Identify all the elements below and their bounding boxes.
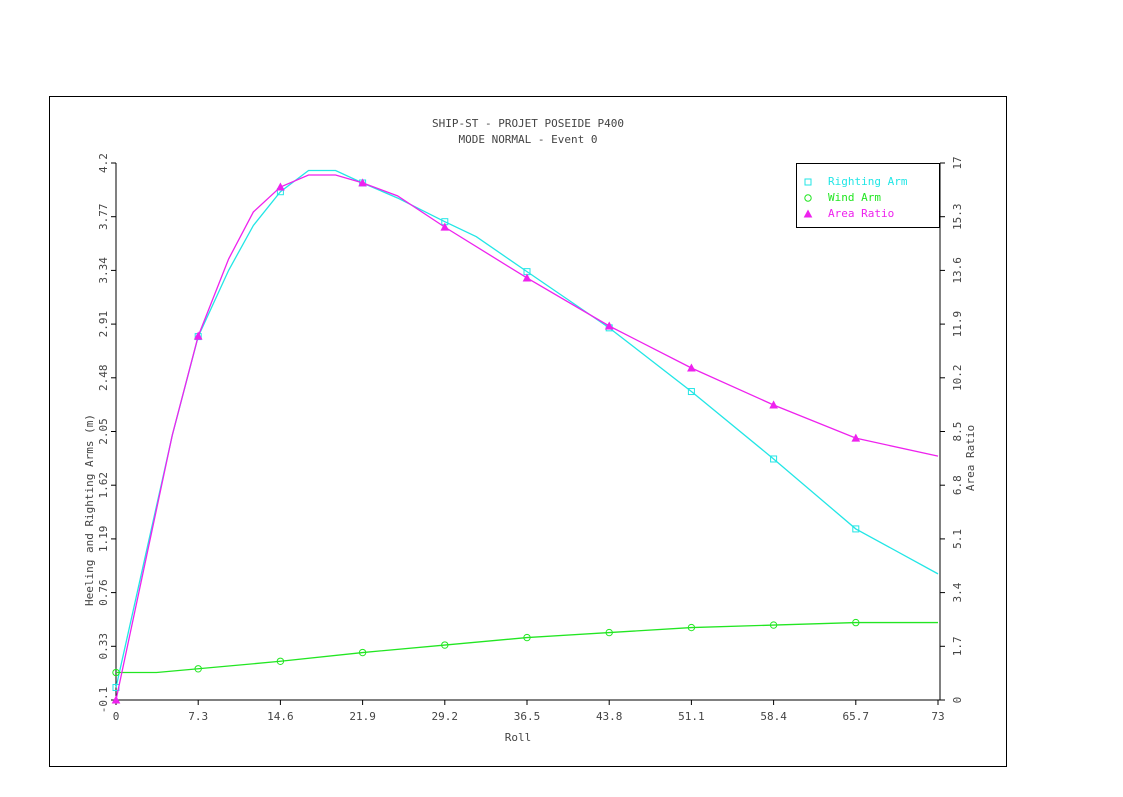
marker <box>522 273 532 282</box>
y2-tick-label: 3.4 <box>951 582 964 602</box>
y2-tick-label: 1.7 <box>951 636 964 656</box>
marker <box>605 628 613 637</box>
y2-tick-label: 10.2 <box>951 365 964 392</box>
x-axis-label: Roll <box>505 731 532 744</box>
marker <box>604 321 614 330</box>
legend-label: Righting Arm <box>828 175 908 188</box>
marker <box>194 665 202 673</box>
y-tick-label: 3.34 <box>97 257 110 284</box>
marker <box>441 641 449 649</box>
x-tick-label: 58.4 <box>760 710 787 723</box>
marker <box>358 178 367 187</box>
marker <box>276 182 285 191</box>
series-line <box>116 621 938 674</box>
y2-tick-label: 5.1 <box>951 529 964 549</box>
marker <box>769 400 778 409</box>
marker <box>852 618 860 627</box>
marker <box>851 433 861 442</box>
marker <box>112 668 120 677</box>
marker <box>852 525 860 533</box>
y2-tick-label: 13.6 <box>951 257 964 284</box>
y2-axis-label: Area Ratio <box>964 425 977 491</box>
marker <box>687 623 696 632</box>
y-tick-label: 3.77 <box>97 203 110 230</box>
series-line <box>115 169 939 688</box>
marker <box>276 657 285 665</box>
marker <box>111 695 121 704</box>
y-tick-label: 0.76 <box>97 579 110 606</box>
y2-tick-label: 11.9 <box>951 311 964 338</box>
marker <box>523 633 531 642</box>
x-tick-label: 36.5 <box>514 710 541 723</box>
x-tick-label: 65.7 <box>843 710 870 723</box>
series-line <box>115 174 939 701</box>
x-tick-label: 7.3 <box>188 710 208 723</box>
chart-subtitle: MODE NORMAL - Event 0 <box>458 133 597 146</box>
legend-marker <box>804 194 812 202</box>
y-tick-label: 1.62 <box>97 472 110 499</box>
y-axis-label: Heeling and Righting Arms (m) <box>83 414 96 606</box>
marker <box>687 363 696 372</box>
y2-tick-label: 15.3 <box>951 203 964 230</box>
x-tick-label: 14.6 <box>267 710 294 723</box>
marker <box>193 331 203 340</box>
x-tick-label: 29.2 <box>432 710 459 723</box>
y2-tick-label: 6.8 <box>951 475 964 495</box>
y-tick-label: 2.48 <box>97 365 110 392</box>
marker <box>769 621 778 629</box>
y-tick-label: 2.91 <box>97 311 110 338</box>
chart-title: SHIP-ST - PROJET POSEIDE P400 <box>432 117 624 130</box>
y2-tick-label: 0 <box>951 697 964 704</box>
legend-box <box>796 163 940 228</box>
x-tick-label: 0 <box>113 710 120 723</box>
legend-marker <box>804 178 812 186</box>
y-tick-label: 4.2 <box>97 153 110 173</box>
x-tick-label: 73 <box>931 710 944 723</box>
x-tick-label: 43.8 <box>596 710 623 723</box>
y2-tick-label: 17 <box>951 156 964 169</box>
marker <box>687 388 695 396</box>
x-tick-label: 21.9 <box>349 710 376 723</box>
y2-tick-label: 8.5 <box>951 422 964 442</box>
marker <box>770 455 778 463</box>
y-tick-label: -0.1 <box>97 687 110 714</box>
y-tick-label: 2.05 <box>97 418 110 445</box>
y-tick-label: 0.33 <box>97 633 110 660</box>
frame <box>49 96 1007 767</box>
marker <box>358 648 367 657</box>
legend-label: Area Ratio <box>828 207 894 220</box>
marker <box>440 222 450 231</box>
legend-label: Wind Arm <box>828 191 881 204</box>
legend-marker <box>803 209 813 218</box>
x-tick-label: 51.1 <box>678 710 705 723</box>
y-tick-label: 1.19 <box>97 526 110 553</box>
